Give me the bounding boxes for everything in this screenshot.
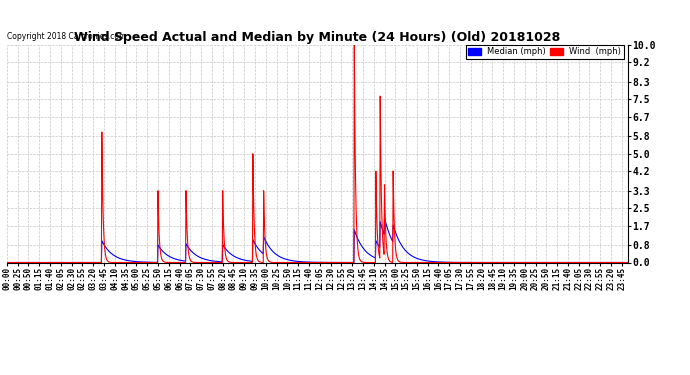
Title: Wind Speed Actual and Median by Minute (24 Hours) (Old) 20181028: Wind Speed Actual and Median by Minute (… [75,31,560,44]
Text: Copyright 2018 Cartronics.com: Copyright 2018 Cartronics.com [7,32,126,40]
Legend: Median (mph), Wind  (mph): Median (mph), Wind (mph) [466,45,624,59]
